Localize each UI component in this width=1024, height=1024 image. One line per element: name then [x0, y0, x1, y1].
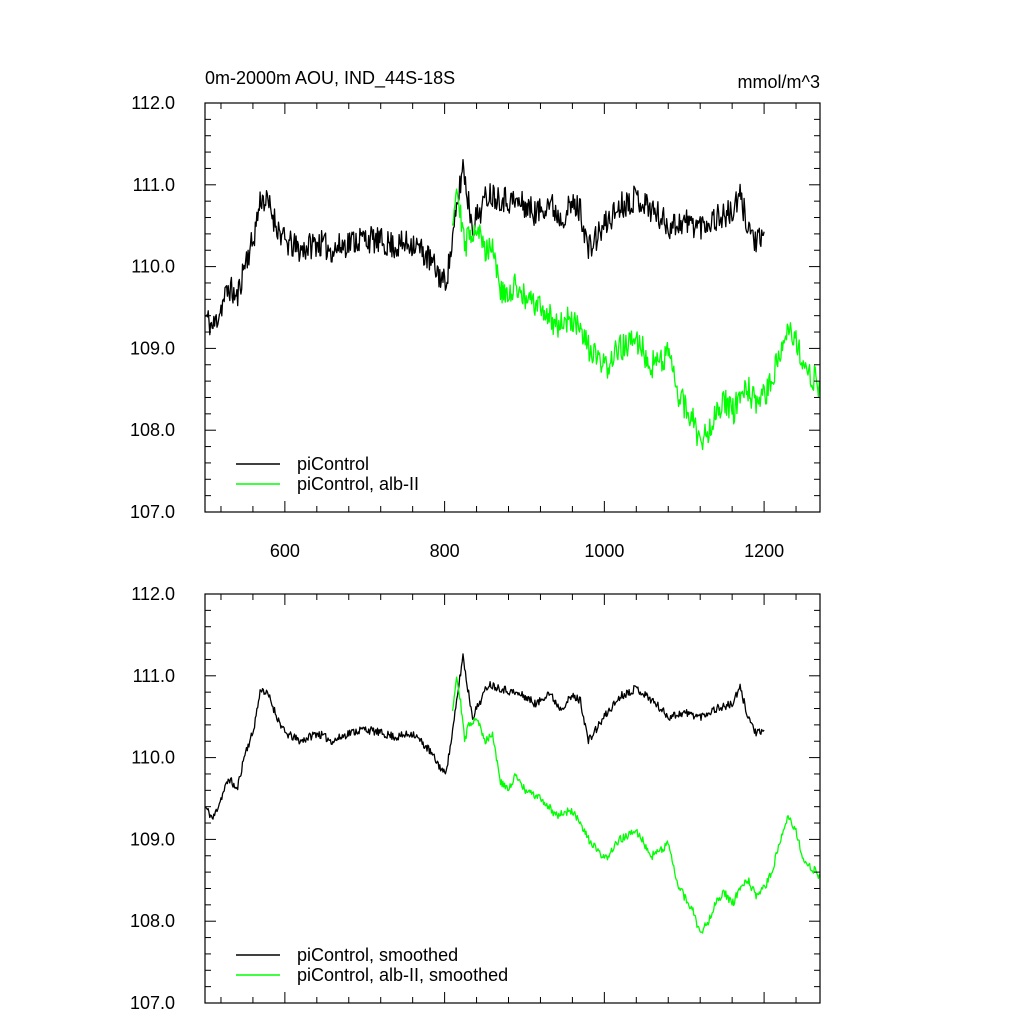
y-tick-label: 109.0 [130, 829, 175, 849]
y-tick-label: 110.0 [131, 748, 175, 768]
legend-label: piControl, smoothed [297, 945, 458, 965]
y-tick-label: 108.0 [130, 911, 175, 931]
series-line-2 [451, 676, 821, 934]
y-tick-label: 112.0 [131, 93, 175, 113]
figure-units: mmol/m^3 [738, 72, 820, 92]
y-tick-label: 110.0 [131, 257, 175, 277]
figure-title: 0m-2000m AOU, IND_44S-18S [205, 68, 455, 89]
x-tick-label: 1000 [584, 541, 624, 561]
x-tick-label: 1200 [744, 541, 784, 561]
series-line-1 [204, 158, 765, 336]
y-tick-label: 111.0 [133, 175, 175, 195]
y-tick-label: 112.0 [131, 584, 175, 604]
legend-label: piControl, alb-II, smoothed [297, 965, 508, 985]
series-line-1 [204, 653, 765, 820]
bottom-panel: 107.0 108.0 109.0 110.0 111.0 112.0 piControl,… [130, 584, 821, 1013]
y-tick-label: 107.0 [130, 502, 175, 522]
x-tick-label: 800 [430, 541, 460, 561]
x-tick-label: 600 [270, 541, 300, 561]
legend-label: piControl [297, 454, 369, 474]
y-tick-label: 107.0 [130, 993, 175, 1013]
y-tick-label: 108.0 [130, 420, 175, 440]
top-panel: 600 800 1000 1200 107.0 108.0 109.0 110.0 111.0 1… [130, 93, 821, 561]
y-tick-label: 109.0 [130, 338, 175, 358]
plot-frame [204, 593, 821, 1004]
y-tick-label: 111.0 [133, 666, 175, 686]
legend-label: piControl, alb-II [297, 474, 419, 494]
plot-frame [204, 102, 821, 513]
series-line-2 [451, 188, 821, 451]
